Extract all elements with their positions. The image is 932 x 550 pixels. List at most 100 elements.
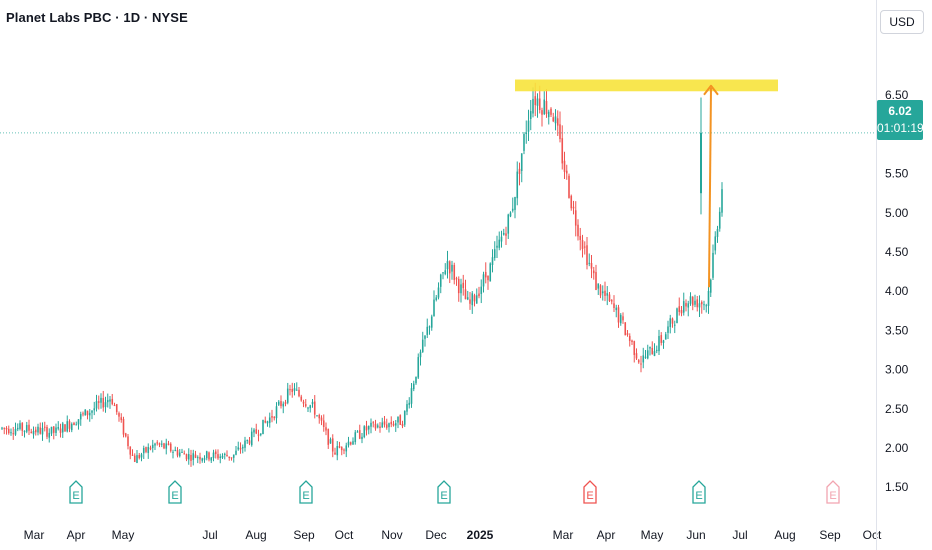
candle: [257, 429, 260, 442]
candle: [311, 399, 314, 408]
earnings-marker[interactable]: E: [826, 480, 840, 504]
earnings-marker[interactable]: E: [692, 480, 706, 504]
candle: [1, 426, 3, 431]
candle: [496, 235, 498, 259]
candle: [232, 454, 235, 463]
candle: [203, 455, 206, 463]
candle: [176, 447, 179, 458]
candle: [509, 211, 512, 218]
candle: [388, 422, 390, 433]
candle: [52, 425, 55, 440]
candle: [586, 237, 588, 270]
candle: [545, 89, 548, 118]
earnings-marker[interactable]: E: [69, 480, 83, 504]
candle: [208, 451, 210, 462]
candle: [511, 197, 514, 213]
candle: [64, 423, 66, 432]
candle: [493, 241, 496, 261]
candle: [187, 448, 190, 465]
candle: [640, 355, 642, 373]
candle: [619, 313, 622, 326]
candle: [93, 401, 96, 416]
candle: [374, 419, 377, 431]
candle: [595, 264, 597, 291]
candle: [599, 284, 602, 299]
candle: [516, 161, 519, 206]
candle: [473, 293, 476, 307]
candle: [264, 416, 267, 424]
x-tick-label: Dec: [425, 528, 446, 542]
candle: [30, 428, 33, 434]
y-tick-label: 1.50: [885, 480, 909, 494]
candle: [626, 329, 629, 337]
earnings-marker[interactable]: E: [583, 480, 597, 504]
candle: [592, 266, 595, 280]
candle: [457, 276, 460, 302]
earnings-label: E: [586, 490, 593, 502]
candle: [145, 446, 147, 454]
candle: [572, 200, 575, 215]
y-tick-label: 6.50: [885, 88, 909, 102]
candle: [462, 274, 465, 296]
candle: [394, 419, 397, 432]
last-price-value: 6.02: [888, 104, 912, 118]
candle: [471, 291, 474, 314]
candle: [536, 93, 539, 118]
x-tick-label: Jul: [202, 528, 217, 542]
candle: [556, 110, 559, 136]
candle: [149, 445, 152, 451]
candle: [241, 444, 244, 454]
candle: [464, 279, 467, 300]
candle: [169, 442, 172, 453]
candle: [703, 300, 705, 311]
earnings-marker[interactable]: E: [168, 480, 182, 504]
candle: [196, 455, 199, 464]
candle: [689, 292, 692, 306]
candle: [426, 318, 429, 339]
candle: [340, 446, 343, 456]
candle: [550, 107, 552, 118]
candle: [718, 207, 721, 232]
x-tick-label: Jul: [732, 528, 747, 542]
candle: [14, 422, 17, 436]
candle: [338, 441, 341, 449]
candle: [48, 428, 51, 443]
candle: [363, 425, 366, 439]
candle: [46, 424, 48, 440]
candle: [428, 325, 431, 335]
candle: [68, 419, 71, 433]
candle: [77, 419, 80, 430]
candle: [417, 353, 420, 380]
candle: [502, 228, 505, 236]
candle: [97, 395, 100, 410]
currency-button[interactable]: USD: [880, 10, 924, 34]
candle: [707, 285, 710, 314]
candle: [367, 425, 370, 435]
earnings-marker[interactable]: E: [437, 480, 451, 504]
candle: [705, 303, 708, 313]
candle: [403, 410, 406, 427]
candle: [392, 420, 395, 427]
candle: [271, 409, 273, 423]
candle: [165, 438, 168, 455]
candle: [163, 442, 165, 450]
candle: [523, 132, 525, 155]
candle: [82, 411, 84, 417]
candle: [390, 416, 393, 428]
candle: [239, 442, 242, 454]
candle: [102, 390, 105, 412]
candle: [104, 396, 107, 413]
candle: [565, 164, 568, 180]
candle: [293, 383, 296, 396]
candle: [70, 422, 73, 433]
earnings-marker[interactable]: E: [299, 480, 313, 504]
candle: [518, 162, 521, 186]
candle: [280, 395, 282, 409]
candle: [507, 213, 510, 239]
x-tick-label: May: [641, 528, 664, 542]
candle: [579, 227, 582, 251]
candle: [446, 250, 449, 279]
candle: [322, 414, 325, 432]
